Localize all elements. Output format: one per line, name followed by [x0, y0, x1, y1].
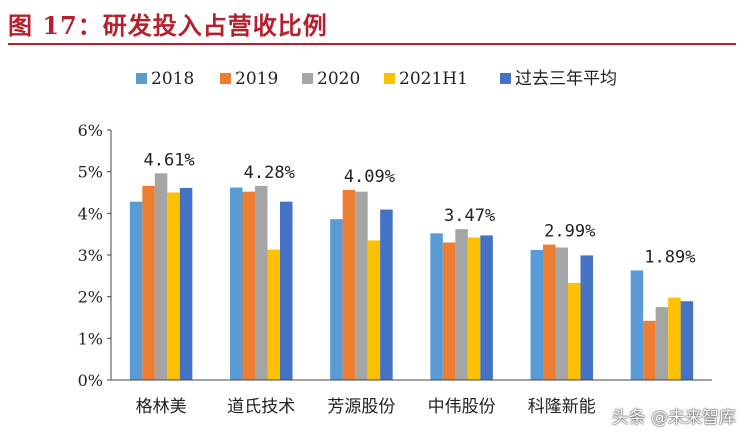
bar-2019: [242, 191, 255, 380]
bar-2021H1: [568, 282, 581, 380]
legend-label: 过去三年平均: [515, 69, 617, 89]
y-tick-label: 4%: [78, 204, 103, 223]
bar-2019: [442, 242, 456, 380]
y-tick-label: 2%: [78, 288, 103, 307]
bar-2019: [643, 320, 656, 380]
bar-2020: [555, 247, 568, 380]
y-tick-label: 3%: [78, 246, 103, 265]
legend-label: 2019: [235, 69, 278, 89]
bar-过去三年平均: [480, 235, 493, 380]
y-axis: 0% 1% 2% 3% 4% 5% 6%: [78, 121, 112, 390]
bar-2021H1: [668, 297, 681, 380]
data-label: 4.61%: [143, 150, 194, 170]
y-tick-label: 1%: [78, 329, 103, 348]
bar-2021H1: [167, 192, 180, 380]
data-label: 4.28%: [244, 163, 295, 183]
data-labels: 4.61% 4.28% 4.09% 3.47% 2.99% 1.89%: [143, 150, 695, 267]
bar-2019: [142, 185, 155, 380]
y-tick-label: 0%: [78, 371, 103, 390]
x-tick-label: 格林美: [136, 397, 187, 417]
bar-2019: [342, 190, 356, 380]
legend-swatch: [302, 73, 313, 84]
title-rule: [8, 43, 736, 45]
bar-2021H1: [367, 240, 381, 380]
bar-2020: [655, 307, 669, 380]
bar-2018: [230, 187, 243, 380]
data-label: 3.47%: [444, 206, 495, 226]
legend-swatch: [220, 73, 231, 84]
bar-过去三年平均: [680, 301, 694, 380]
x-tick-label: 道氏技术: [227, 397, 295, 417]
bar-2021H1: [467, 237, 481, 380]
legend-label: 2021H1: [399, 69, 468, 89]
legend-swatch: [384, 73, 395, 84]
data-label: 4.09%: [344, 167, 395, 187]
bar-2018: [530, 250, 543, 380]
bar-2021H1: [267, 249, 280, 380]
figure-title: 图 17：研发投入占营收比例: [8, 11, 328, 40]
data-label: 2.99%: [544, 222, 595, 242]
legend-swatch: [500, 73, 511, 84]
bar-2020: [355, 191, 368, 380]
y-tick-label: 6%: [78, 121, 103, 140]
legend: 2018 2019 2020 2021H1 过去三年平均: [136, 69, 617, 89]
bar-2020: [255, 185, 268, 380]
bar-过去三年平均: [280, 201, 293, 380]
y-tick-label: 5%: [78, 163, 103, 182]
x-tick-label: 中伟股份: [428, 397, 496, 417]
bar-2018: [430, 233, 443, 380]
bar-过去三年平均: [580, 255, 593, 380]
x-tick-label: 芳源股份: [327, 397, 395, 417]
bar-2020: [455, 229, 468, 380]
watermark: 头条 @未来智库: [611, 408, 736, 428]
bars: [129, 173, 694, 380]
bar-过去三年平均: [179, 187, 193, 380]
bar-2018: [330, 219, 343, 380]
legend-label: 2020: [317, 69, 360, 89]
bar-过去三年平均: [380, 209, 393, 380]
bar-2019: [543, 244, 556, 380]
bar-2018: [129, 201, 143, 380]
legend-label: 2018: [151, 69, 194, 89]
bar-2020: [154, 173, 168, 380]
x-tick-label: 科隆新能: [528, 397, 596, 417]
legend-swatch: [136, 73, 147, 84]
data-label: 1.89%: [644, 247, 695, 267]
bar-2018: [630, 270, 644, 380]
x-axis: 格林美 道氏技术 芳源股份 中伟股份 科隆新能: [111, 379, 712, 417]
